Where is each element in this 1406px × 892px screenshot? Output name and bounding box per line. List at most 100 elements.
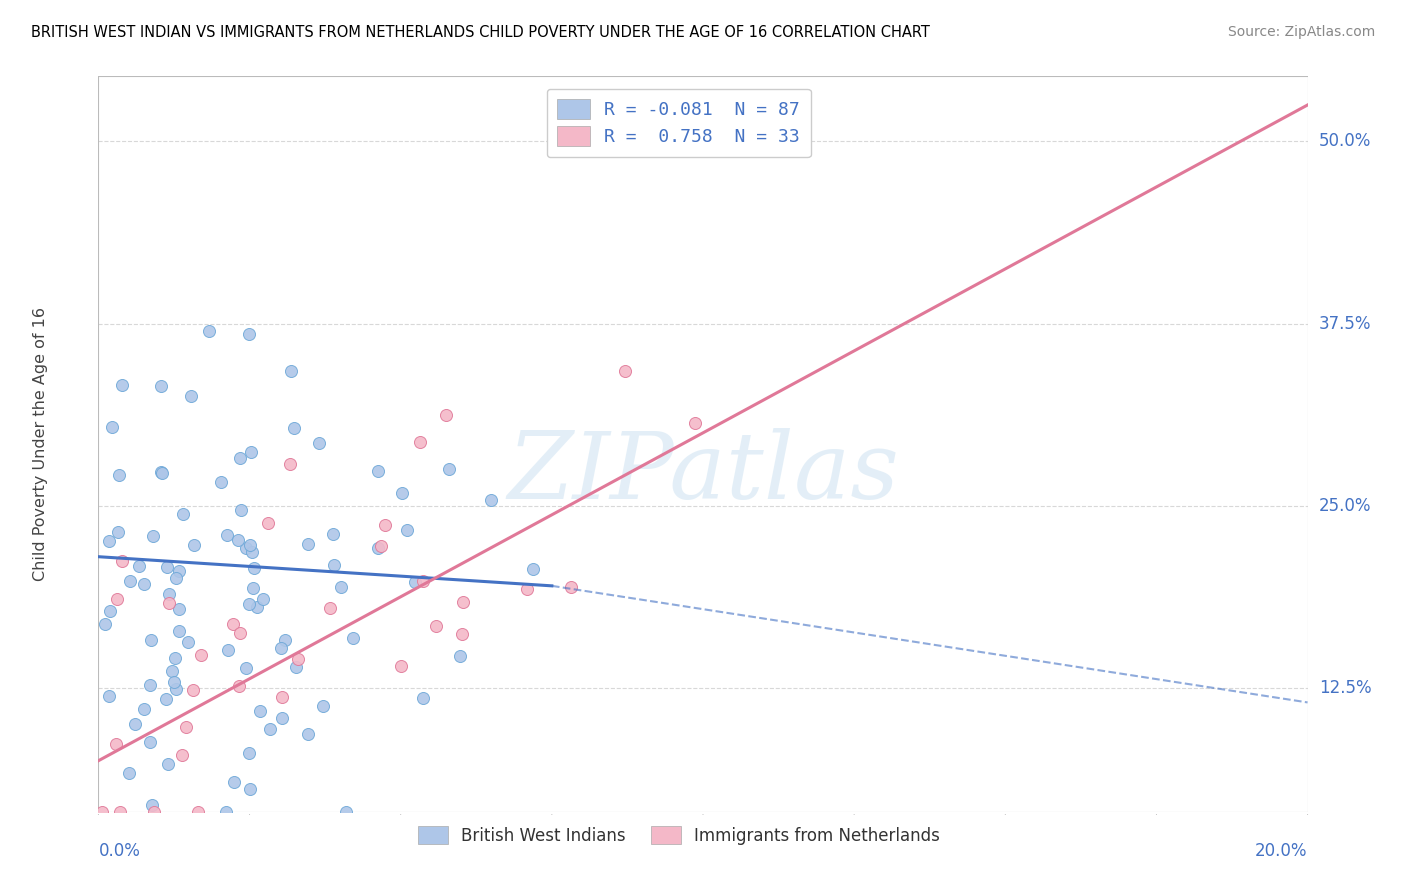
Point [367, 541, 389, 555]
Point [118, 766, 141, 780]
Point [287, 652, 309, 666]
Point [132, 702, 155, 716]
Point [308, 435, 330, 450]
Point [172, 747, 194, 762]
Point [118, 574, 141, 588]
Point [165, 571, 187, 585]
Point [111, 378, 134, 392]
Point [312, 698, 335, 713]
Text: 12.5%: 12.5% [1319, 679, 1371, 697]
Point [342, 632, 364, 646]
Point [228, 533, 250, 547]
Point [181, 683, 204, 698]
Point [239, 539, 262, 553]
Point [242, 582, 264, 596]
Legend: British West Indians, Immigrants from Netherlands: British West Indians, Immigrants from Ne… [411, 819, 946, 851]
Text: 20.0%: 20.0% [1256, 842, 1308, 860]
Point [132, 577, 155, 591]
Point [235, 541, 257, 555]
Point [141, 529, 163, 543]
Point [404, 575, 426, 590]
Point [389, 659, 412, 673]
Point [215, 805, 238, 819]
Point [90, 805, 112, 819]
Point [172, 507, 194, 521]
Point [229, 626, 252, 640]
Point [270, 640, 292, 655]
Point [124, 717, 146, 731]
Text: 0.0%: 0.0% [98, 842, 141, 860]
Point [108, 468, 131, 483]
Point [165, 681, 187, 696]
Point [156, 560, 179, 574]
Point [434, 408, 457, 422]
Point [217, 643, 239, 657]
Point [150, 466, 173, 480]
Point [239, 782, 262, 797]
Point [162, 674, 184, 689]
Point [107, 524, 129, 539]
Point [425, 619, 447, 633]
Point [139, 734, 162, 748]
Point [285, 660, 308, 674]
Point [273, 632, 295, 647]
Point [322, 527, 344, 541]
Point [318, 601, 340, 615]
Point [167, 602, 190, 616]
Point [560, 580, 582, 594]
Point [449, 649, 471, 664]
Point [238, 597, 260, 611]
Point [149, 379, 172, 393]
Point [104, 737, 127, 751]
Point [297, 537, 319, 551]
Point [98, 533, 121, 548]
Point [128, 558, 150, 573]
Point [409, 434, 432, 449]
Point [177, 634, 200, 648]
Point [183, 538, 205, 552]
Point [374, 517, 396, 532]
Point [108, 805, 131, 819]
Point [238, 746, 260, 760]
Point [252, 592, 274, 607]
Point [217, 527, 239, 541]
Point [280, 364, 302, 378]
Point [157, 596, 180, 610]
Point [155, 691, 177, 706]
Point [259, 723, 281, 737]
Point [412, 691, 434, 706]
Point [143, 805, 166, 819]
Point [110, 554, 132, 568]
Point [271, 710, 294, 724]
Text: 50.0%: 50.0% [1319, 132, 1371, 151]
Point [149, 465, 172, 479]
Point [479, 493, 502, 508]
Point [139, 632, 162, 647]
Point [257, 516, 280, 531]
Point [451, 595, 474, 609]
Point [174, 721, 197, 735]
Point [330, 580, 353, 594]
Point [391, 485, 413, 500]
Text: 25.0%: 25.0% [1319, 497, 1371, 515]
Point [270, 690, 292, 705]
Point [157, 587, 180, 601]
Point [412, 574, 434, 588]
Text: 37.5%: 37.5% [1319, 315, 1371, 333]
Point [190, 648, 212, 662]
Point [180, 388, 202, 402]
Point [211, 475, 233, 489]
Point [297, 727, 319, 741]
Point [165, 650, 187, 665]
Point [323, 558, 346, 573]
Point [278, 457, 301, 471]
Point [235, 660, 257, 674]
Point [167, 624, 190, 638]
Point [243, 561, 266, 575]
Point [197, 324, 219, 338]
Point [141, 798, 163, 813]
Point [395, 523, 418, 537]
Point [249, 704, 271, 718]
Point [450, 626, 472, 640]
Point [105, 591, 128, 606]
